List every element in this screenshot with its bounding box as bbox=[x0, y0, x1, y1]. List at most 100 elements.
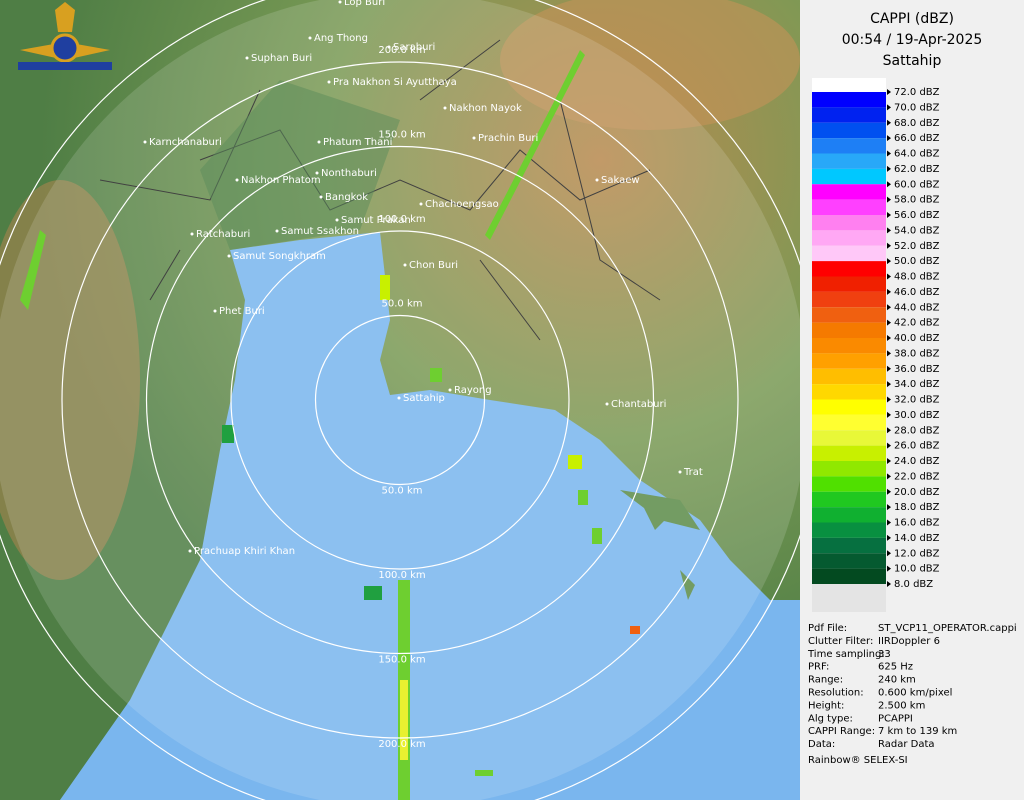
info-value: 240 km bbox=[878, 675, 916, 686]
panel-title: CAPPI (dBZ) bbox=[870, 11, 954, 27]
legend-swatch bbox=[812, 553, 886, 569]
province-borders bbox=[99, 39, 661, 341]
place-label: Nakhon Phatom bbox=[241, 175, 321, 186]
info-value: Radar Data bbox=[878, 739, 935, 750]
legend-arrow bbox=[887, 550, 891, 557]
panel-time: 00:54 / 19-Apr-2025 bbox=[842, 32, 983, 48]
islands bbox=[620, 490, 700, 600]
info-key: PRF: bbox=[808, 662, 829, 673]
place-dot bbox=[419, 202, 423, 206]
place-dot bbox=[338, 0, 342, 4]
legend-swatch bbox=[812, 491, 886, 508]
legend-arrow bbox=[887, 196, 891, 203]
echo bbox=[222, 425, 234, 443]
legend-swatch bbox=[812, 353, 886, 369]
place-dot bbox=[403, 263, 407, 267]
legend-swatch bbox=[812, 368, 886, 385]
legend-label: 32.0 dBZ bbox=[894, 395, 940, 406]
legend-swatch bbox=[812, 168, 886, 185]
legend-swatch bbox=[812, 184, 886, 200]
legend-arrow bbox=[887, 365, 891, 372]
legend-label: 50.0 dBZ bbox=[894, 256, 940, 267]
logo bbox=[18, 2, 112, 70]
legend-label: 22.0 dBZ bbox=[894, 471, 940, 482]
legend-label: 36.0 dBZ bbox=[894, 364, 940, 375]
legend-label: 54.0 dBZ bbox=[894, 225, 940, 236]
legend-label: 20.0 dBZ bbox=[894, 487, 940, 498]
legend-swatch bbox=[812, 445, 886, 461]
legend-swatch bbox=[812, 322, 886, 338]
sea bbox=[60, 232, 800, 800]
info-table: Pdf File: ST_VCP11_OPERATOR.cappi Clutter … bbox=[807, 623, 1017, 750]
legend-arrow bbox=[887, 396, 891, 403]
place-label: Sattahip bbox=[403, 393, 445, 404]
info-value: 0.600 km/pixel bbox=[878, 688, 952, 699]
place-dot bbox=[443, 106, 447, 110]
place-labels: Lop Buri Ang Thong Saraburi Suphan Buri Pra … bbox=[143, 0, 703, 557]
legend-arrow bbox=[887, 504, 891, 511]
place-label: Lop Buri bbox=[344, 0, 385, 8]
info-value: 2.500 km bbox=[878, 700, 925, 711]
legend-arrow bbox=[887, 581, 891, 587]
place-dot bbox=[315, 171, 319, 175]
footer: Rainbow® SELEX-SI bbox=[808, 755, 908, 766]
info-value: ST_VCP11_OPERATOR.cappi bbox=[878, 623, 1017, 634]
range-label: 200.0 km bbox=[378, 45, 425, 56]
place-label: Samut Songkhram bbox=[233, 251, 326, 262]
info-key: Clutter Filter: bbox=[808, 636, 873, 647]
place-dot bbox=[397, 396, 401, 400]
legend-swatch bbox=[812, 92, 886, 108]
place-label: Phet Buri bbox=[219, 306, 265, 317]
place-label: Nonthaburi bbox=[321, 168, 377, 179]
legend-arrow bbox=[887, 442, 891, 449]
place-label: Chon Buri bbox=[409, 260, 458, 271]
place-dot bbox=[605, 402, 609, 406]
echo bbox=[475, 770, 493, 776]
legend-label: 46.0 dBZ bbox=[894, 287, 940, 298]
legend-swatch bbox=[812, 230, 886, 246]
echo bbox=[400, 680, 408, 760]
place-label: Chachoengsao bbox=[425, 199, 499, 210]
legend-arrow bbox=[887, 119, 891, 126]
place-label: Saraburi bbox=[393, 42, 435, 53]
legend-arrow bbox=[887, 350, 891, 357]
echo bbox=[592, 528, 602, 544]
echo bbox=[364, 586, 382, 600]
place-label: Sakaew bbox=[601, 175, 640, 186]
legend-label: 68.0 dBZ bbox=[894, 118, 940, 129]
legend-label: 70.0 dBZ bbox=[894, 102, 940, 113]
legend-label: 64.0 dBZ bbox=[894, 149, 940, 160]
legend-swatch bbox=[812, 138, 886, 154]
legend-label: 56.0 dBZ bbox=[894, 210, 940, 221]
legend-label: 44.0 dBZ bbox=[894, 302, 940, 313]
legend-swatch bbox=[812, 414, 886, 431]
place-label: Nakhon Nayok bbox=[449, 103, 522, 114]
legend-arrow bbox=[887, 150, 891, 157]
place-label: Phatum Thani bbox=[323, 137, 392, 148]
place-label: Samut Ssakhon bbox=[281, 226, 359, 237]
place-dot bbox=[595, 178, 599, 182]
legend-swatch bbox=[812, 399, 886, 415]
legend-label: 10.0 dBZ bbox=[894, 564, 940, 575]
place-dot bbox=[308, 36, 312, 40]
place-label: Bangkok bbox=[325, 192, 368, 203]
legend-arrow bbox=[887, 288, 891, 295]
place-dot bbox=[317, 140, 321, 144]
legend-swatch bbox=[812, 430, 886, 446]
legend-swatch bbox=[812, 291, 886, 308]
range-label: 50.0 km bbox=[382, 299, 423, 310]
legend-swatch bbox=[812, 537, 886, 554]
legend-top bbox=[812, 78, 886, 92]
legend-bottom bbox=[812, 584, 886, 612]
place-label: Suphan Buri bbox=[251, 53, 312, 64]
legend-swatch bbox=[812, 107, 886, 123]
legend-swatch bbox=[812, 461, 886, 477]
legend-label: 72.0 dBZ bbox=[894, 87, 940, 98]
legend-arrow bbox=[887, 304, 891, 311]
place-dot bbox=[472, 136, 476, 140]
legend-label: 34.0 dBZ bbox=[894, 379, 940, 390]
legend-label: 40.0 dBZ bbox=[894, 333, 940, 344]
place-label: Prachuap Khiri Khan bbox=[194, 546, 295, 557]
place-label: Karnchanaburi bbox=[149, 137, 222, 148]
